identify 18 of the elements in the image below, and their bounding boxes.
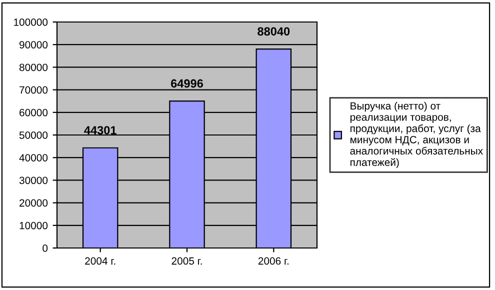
- y-tick-label: 90000: [19, 41, 48, 48]
- y-tick-label: 80000: [19, 64, 48, 72]
- data-label: 88040: [258, 27, 290, 36]
- legend-label: Выручка (нетто) от реализации товаров, продукции, работ, услуг (за минусом НДС, акцизов и аналогичных обязательных платежей): [350, 102, 483, 168]
- y-tick-label: 60000: [20, 108, 48, 116]
- y-tick-label: 100000: [14, 18, 48, 26]
- y-tick-label: 20000: [20, 199, 48, 207]
- y-tick-label: 50000: [19, 132, 48, 139]
- data-label: 64996: [171, 79, 203, 88]
- y-tick-label: 30000: [19, 176, 48, 184]
- x-tick-label: 2004 г.: [85, 257, 116, 265]
- y-tick-label: 10000: [20, 222, 48, 230]
- x-tick-label: 2005 г.: [172, 257, 202, 265]
- x-tick-label: 2006 г.: [258, 257, 288, 265]
- data-label: 44301: [84, 126, 116, 134]
- y-tick-label: 0: [42, 244, 48, 252]
- y-tick-label: 40000: [19, 154, 48, 162]
- y-tick-label: 70000: [20, 86, 48, 94]
